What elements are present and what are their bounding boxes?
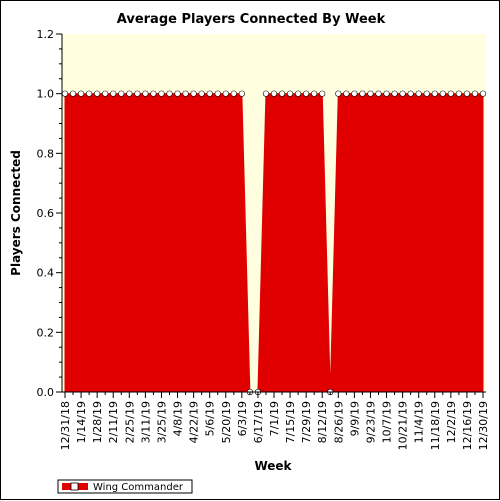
x-tick-label: 9/23/19 [364, 401, 377, 443]
data-point [367, 90, 374, 97]
data-point [431, 90, 438, 97]
y-tick-label: 0.2 [37, 326, 55, 339]
x-tick-label: 12/31/18 [59, 401, 72, 450]
data-point [415, 90, 422, 97]
x-tick-label: 12/2/19 [445, 401, 458, 443]
x-tick-label: 5/6/19 [204, 401, 217, 436]
data-point [351, 90, 358, 97]
x-tick-label: 1/28/19 [91, 401, 104, 443]
data-point [126, 90, 133, 97]
data-point [270, 90, 278, 97]
x-tick-label: 2/25/19 [123, 401, 136, 443]
x-tick-label: 1/14/19 [75, 401, 88, 443]
data-point [359, 90, 366, 97]
data-point [455, 90, 462, 97]
x-tick-label: 10/7/19 [381, 401, 394, 443]
x-tick-label: 3/11/19 [139, 401, 152, 443]
data-point [447, 90, 454, 97]
data-point [230, 90, 237, 97]
data-point [471, 90, 479, 97]
x-tick-label: 11/4/19 [413, 401, 426, 443]
data-point [198, 90, 205, 97]
x-axis-label: Week [254, 459, 292, 473]
data-point [94, 90, 101, 97]
y-tick-label: 0.8 [37, 147, 55, 160]
data-point [343, 90, 350, 97]
x-tick-label: 6/3/19 [236, 401, 249, 436]
series-area-wing-commander [64, 93, 484, 393]
data-point [174, 90, 181, 97]
y-tick-label: 1.2 [37, 28, 55, 41]
x-tick-label: 12/30/19 [477, 401, 490, 450]
y-tick-label: 1.0 [37, 88, 55, 101]
x-tick-label: 10/21/19 [397, 401, 410, 450]
data-point [158, 90, 165, 97]
data-point [439, 90, 446, 97]
x-tick-label: 9/9/19 [348, 401, 361, 436]
data-point [102, 90, 109, 97]
x-tick-label: 8/12/19 [316, 401, 329, 443]
data-point [142, 90, 149, 97]
x-tick-label: 12/16/19 [461, 401, 474, 450]
x-tick-label: 2/11/19 [107, 401, 120, 443]
data-point [86, 90, 93, 97]
data-point [77, 90, 85, 97]
y-axis-label: Players Connected [9, 150, 23, 276]
data-point [319, 90, 326, 97]
data-point [110, 90, 117, 97]
data-point [391, 90, 398, 97]
data-point [463, 90, 471, 97]
data-point [214, 90, 221, 97]
data-point [303, 90, 310, 97]
legend: Wing Commander [57, 479, 193, 494]
y-tick-label: 0.6 [37, 207, 55, 220]
data-point [335, 90, 342, 97]
x-tick-label: 8/26/19 [332, 401, 345, 443]
data-point [383, 90, 390, 97]
x-tick-label: 11/18/19 [429, 401, 442, 450]
data-point [238, 90, 245, 97]
legend-label: Wing Commander [93, 482, 184, 493]
data-point [182, 90, 189, 97]
legend-marker [70, 482, 79, 491]
chart-title: Average Players Connected By Week [117, 12, 386, 27]
data-point [222, 90, 229, 97]
x-tick-label: 7/15/19 [284, 401, 297, 443]
data-point [295, 90, 302, 97]
legend-box [57, 479, 193, 494]
x-tick-label: 3/25/19 [155, 401, 168, 443]
x-tick-label: 6/17/19 [252, 401, 265, 443]
x-tick-label: 5/20/19 [220, 401, 233, 443]
data-point [61, 90, 69, 97]
data-point [399, 90, 406, 97]
data-point [407, 90, 414, 97]
data-point [134, 90, 141, 97]
data-point [69, 90, 77, 97]
x-tick-label: 4/22/19 [188, 401, 201, 443]
data-point [423, 90, 430, 97]
x-tick-label: 4/8/19 [172, 401, 185, 436]
data-point [206, 90, 213, 97]
series-marker-layer [61, 90, 487, 396]
data-point [375, 90, 382, 97]
data-point [190, 90, 197, 97]
y-tick-label: 0.4 [37, 267, 55, 280]
series-area-layer [64, 93, 484, 393]
y-axis-ticks: 0.0 0.2 0.4 0.6 0.8 1.0 1.2 [37, 28, 62, 399]
data-point [118, 90, 125, 97]
x-tick-label: 7/1/19 [268, 401, 281, 436]
data-point [166, 90, 173, 97]
data-point [150, 90, 157, 97]
y-tick-label: 0.0 [37, 386, 55, 399]
data-point [262, 90, 270, 97]
data-point [286, 90, 294, 97]
data-point [311, 90, 318, 97]
data-point [278, 90, 286, 97]
data-point [479, 90, 487, 97]
x-axis-ticks: 12/31/18 1/14/19 1/28/19 2/11/19 2/25/19 3/11… [59, 392, 490, 450]
x-tick-label: 7/29/19 [300, 401, 313, 443]
